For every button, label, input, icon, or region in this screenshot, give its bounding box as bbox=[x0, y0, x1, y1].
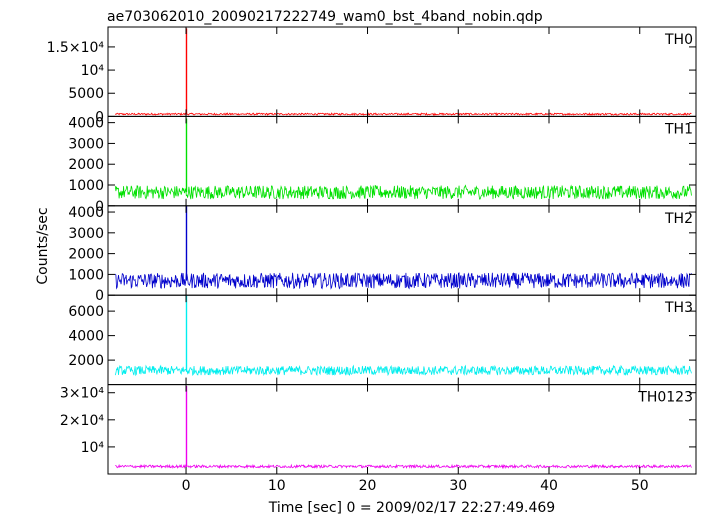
y-tick-label: 6000 bbox=[68, 304, 104, 320]
y-tick-label: 2000 bbox=[68, 247, 104, 263]
y-tick-label: 2000 bbox=[68, 353, 104, 369]
y-tick-label: 2×10⁴ bbox=[60, 413, 104, 429]
x-tick-label: 0 bbox=[182, 478, 191, 494]
x-axis-label: Time [sec] 0 = 2009/02/17 22:27:49.469 bbox=[268, 500, 555, 516]
series-line-th2 bbox=[114, 272, 692, 290]
y-tick-label: 3000 bbox=[68, 136, 104, 152]
panel-label: TH1 bbox=[664, 121, 693, 137]
y-tick-label: 4000 bbox=[68, 329, 104, 345]
x-tick-label: 30 bbox=[449, 478, 467, 494]
x-axis: 0 10 20 30 40 50 bbox=[182, 478, 649, 494]
panel-frame bbox=[107, 26, 697, 117]
y-tick-label: 0 bbox=[95, 199, 104, 215]
panel-label: TH0123 bbox=[637, 390, 693, 406]
panel-th2: 0 1000 2000 3000 4000 TH2 bbox=[68, 205, 697, 304]
y-tick-label: 0 bbox=[95, 109, 104, 125]
panel-th1: 0 1000 2000 3000 4000 TH1 bbox=[68, 116, 697, 215]
y-tick-label: 10⁴ bbox=[81, 440, 105, 456]
y-tick-label: 4000 bbox=[68, 116, 104, 132]
y-tick-label: 1000 bbox=[68, 267, 104, 283]
y-tick-label: 1000 bbox=[68, 178, 104, 194]
panel-label: TH0 bbox=[664, 32, 693, 48]
y-tick-label: 4000 bbox=[68, 205, 104, 221]
series-line-th1 bbox=[114, 184, 692, 200]
chart-title: ae703062010_20090217222749_wam0_bst_4ban… bbox=[107, 9, 543, 25]
y-tick-label: 1.5×10⁴ bbox=[47, 40, 105, 56]
series-line-th3 bbox=[114, 364, 692, 377]
x-tick-label: 40 bbox=[540, 478, 558, 494]
y-axis-label: Counts/sec bbox=[35, 207, 51, 284]
panel-th0: 0 5000 10⁴ 1.5×10⁴ TH0 bbox=[47, 26, 697, 125]
series-line-th0 bbox=[114, 112, 692, 117]
panel-th3: 2000 4000 6000 TH3 bbox=[68, 294, 697, 386]
y-tick-label: 5000 bbox=[68, 86, 104, 102]
x-tick-label: 20 bbox=[359, 478, 377, 494]
x-tick-label: 10 bbox=[268, 478, 286, 494]
series-line-th0123 bbox=[115, 463, 692, 470]
y-tick-label: 2000 bbox=[68, 157, 104, 173]
panel-label: TH2 bbox=[664, 211, 693, 227]
x-tick-label: 50 bbox=[631, 478, 649, 494]
y-tick-label: 3×10⁴ bbox=[60, 386, 104, 402]
panel-label: TH3 bbox=[664, 300, 693, 316]
y-tick-label: 10⁴ bbox=[81, 63, 105, 79]
y-tick-label: 0 bbox=[95, 288, 104, 304]
y-tick-label: 3000 bbox=[68, 226, 104, 242]
panel-th0123: 10⁴ 2×10⁴ 3×10⁴ TH0123 bbox=[60, 384, 697, 475]
panels-group: 0 5000 10⁴ 1.5×10⁴ TH0 0 1000 2000 3000 4000 TH1 0 1… bbox=[47, 26, 697, 475]
panel-frame bbox=[107, 384, 697, 475]
